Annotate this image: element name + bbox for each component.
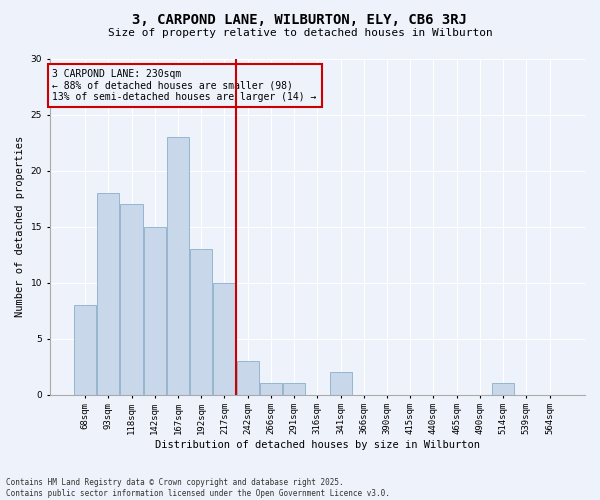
Bar	[260, 384, 282, 394]
Text: Size of property relative to detached houses in Wilburton: Size of property relative to detached ho…	[107, 28, 493, 38]
Bar	[144, 226, 166, 394]
X-axis label: Distribution of detached houses by size in Wilburton: Distribution of detached houses by size …	[155, 440, 480, 450]
Bar	[283, 384, 305, 394]
Bar	[121, 204, 143, 394]
Y-axis label: Number of detached properties: Number of detached properties	[15, 136, 25, 317]
Bar	[214, 282, 235, 395]
Bar	[236, 361, 259, 394]
Text: 3, CARPOND LANE, WILBURTON, ELY, CB6 3RJ: 3, CARPOND LANE, WILBURTON, ELY, CB6 3RJ	[133, 12, 467, 26]
Bar	[329, 372, 352, 394]
Text: Contains HM Land Registry data © Crown copyright and database right 2025.
Contai: Contains HM Land Registry data © Crown c…	[6, 478, 390, 498]
Text: 3 CARPOND LANE: 230sqm
← 88% of detached houses are smaller (98)
13% of semi-det: 3 CARPOND LANE: 230sqm ← 88% of detached…	[52, 68, 317, 102]
Bar	[167, 137, 189, 394]
Bar	[190, 249, 212, 394]
Bar	[492, 384, 514, 394]
Bar	[74, 305, 96, 394]
Bar	[97, 193, 119, 394]
